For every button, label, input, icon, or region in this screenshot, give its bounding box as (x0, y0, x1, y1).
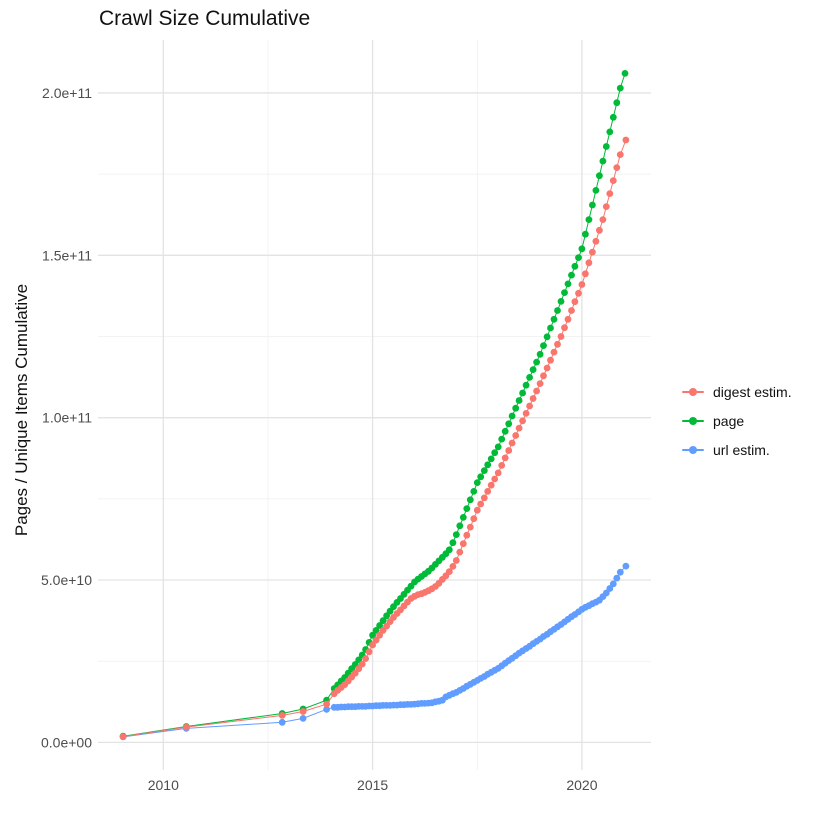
y-tick-label: 2.0e+11 (42, 85, 92, 101)
legend-label: page (713, 413, 745, 429)
chart-title: Crawl Size Cumulative (99, 7, 311, 30)
gridlines-major (98, 40, 651, 770)
x-tick-label: 2015 (357, 777, 388, 793)
legend-item-page: page (682, 411, 792, 431)
legend-label: url estim. (713, 442, 770, 458)
series-url-estim- (119, 562, 630, 741)
y-tick-label: 1.0e+11 (42, 410, 92, 426)
series-page (119, 70, 629, 740)
x-tick-label: 2010 (148, 777, 179, 793)
y-tick-label: 1.5e+11 (42, 247, 92, 263)
legend-label: digest estim. (713, 384, 792, 400)
y-axis-tick-labels: 0.0e+00 5.0e+10 1.0e+11 1.5e+11 2.0e+11 (41, 85, 92, 750)
gridlines-minor (98, 40, 651, 770)
legend-item-digest-estim: digest estim. (682, 382, 792, 402)
legend: digest estim. page url estim. (682, 382, 792, 460)
x-axis-tick-labels: 2010 2015 2020 (148, 777, 598, 793)
y-tick-label: 5.0e+10 (41, 572, 92, 588)
y-axis-title: Pages / Unique Items Cumulative (12, 283, 31, 537)
x-tick-label: 2020 (566, 777, 597, 793)
legend-key-icon (682, 442, 704, 458)
legend-key-icon (682, 384, 704, 400)
y-tick-label: 0.0e+00 (41, 734, 92, 750)
legend-key-icon (682, 413, 704, 429)
legend-item-url-estim: url estim. (682, 440, 792, 460)
series-digest-estim- (119, 136, 630, 740)
